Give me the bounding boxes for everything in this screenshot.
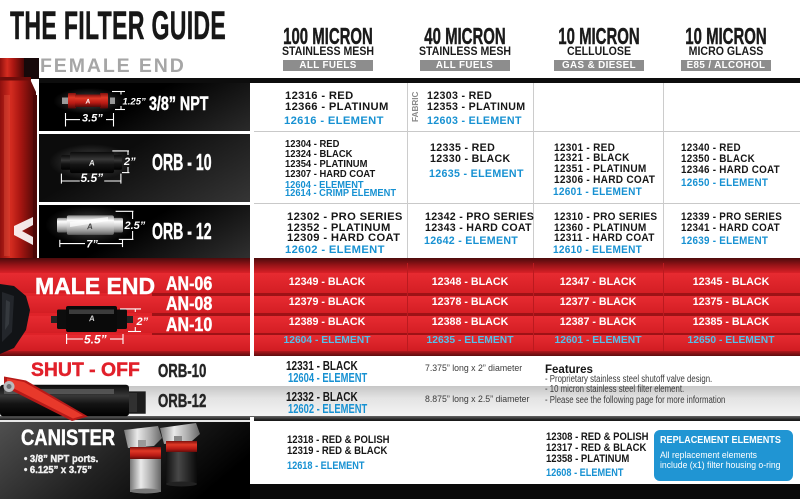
svg-text:A: A xyxy=(84,98,90,105)
svg-text:A: A xyxy=(88,158,96,167)
svg-text:2.5”: 2.5” xyxy=(124,220,146,232)
svg-text:A: A xyxy=(86,222,94,231)
svg-text:2”: 2” xyxy=(123,156,136,168)
svg-text:5.5”: 5.5” xyxy=(84,333,107,347)
svg-text:A: A xyxy=(88,314,96,323)
svg-text:2”: 2” xyxy=(136,316,149,328)
svg-text:7”: 7” xyxy=(86,239,98,251)
svg-text:1.25”: 1.25” xyxy=(123,97,146,108)
svg-text:3.5”: 3.5” xyxy=(82,113,103,125)
svg-text:5.5”: 5.5” xyxy=(81,171,104,185)
